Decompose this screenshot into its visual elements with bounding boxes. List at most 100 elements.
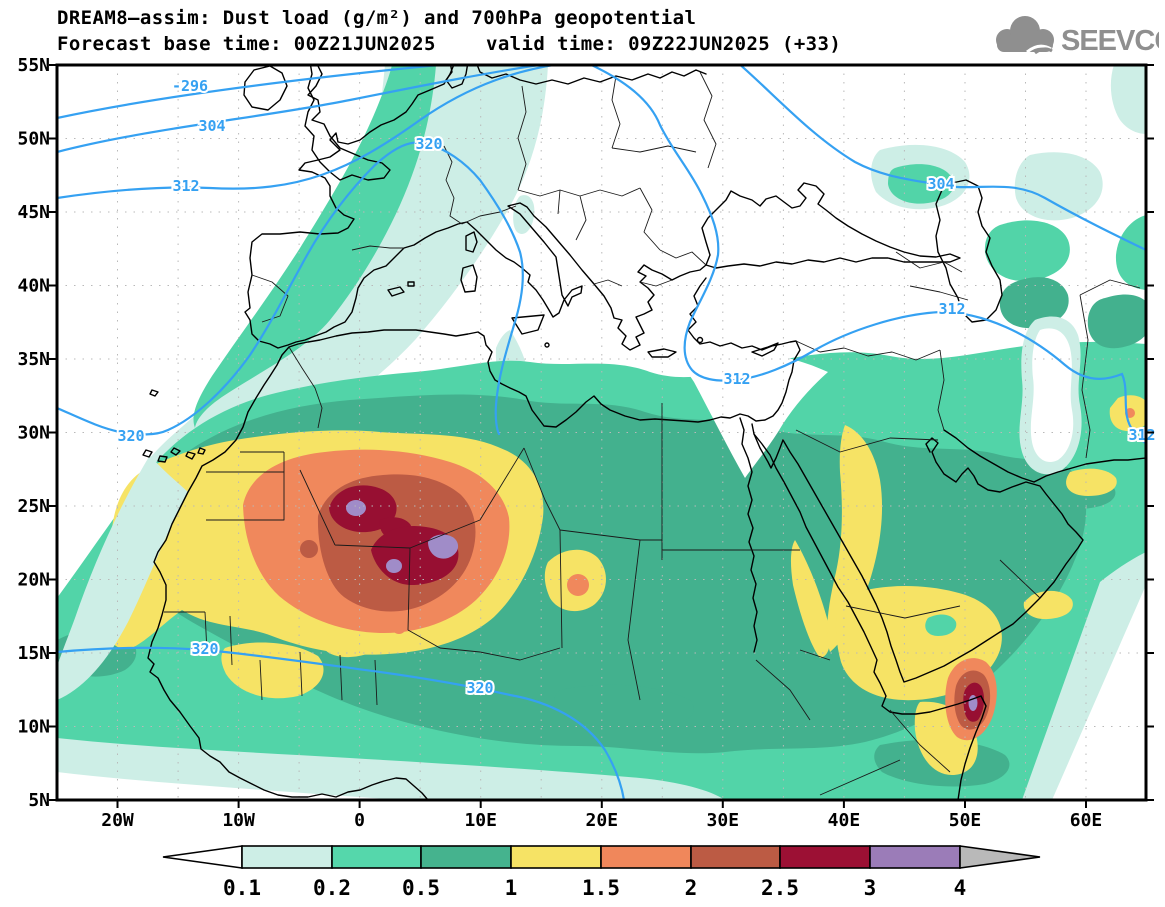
coast-ireland	[243, 65, 288, 111]
contour-label: 312	[723, 370, 750, 388]
contour-label: 304	[927, 175, 954, 193]
cloud-icon	[996, 16, 1054, 55]
coast-redsea-west-somalia	[753, 433, 987, 800]
lon-label-0: 0	[354, 810, 365, 831]
coast-europe-mediterranean-africa	[244, 65, 707, 351]
legend-value: 4	[954, 876, 967, 900]
legend-value: 2	[685, 876, 698, 900]
legend-cell-2	[690, 845, 781, 869]
legend-cell-25	[779, 845, 871, 869]
dust-region-sahel-patch-05	[554, 684, 694, 730]
legend-cell-15	[600, 845, 692, 869]
coast-caspian-sea	[935, 179, 1003, 323]
lon-label-20w: 20W	[101, 810, 134, 831]
dust-spot-purple-3	[386, 559, 402, 573]
dust-hole-yemen-02	[925, 614, 957, 636]
lat-label-25n: 25N	[17, 496, 50, 517]
coast-baltic	[445, 65, 707, 89]
contour-label: 312	[172, 177, 199, 195]
contour-label: 312	[1128, 426, 1155, 444]
lon-label-30e: 30E	[707, 810, 740, 831]
fringe-west-atlantic-01	[57, 455, 188, 700]
lat-label-10n: 10N	[17, 717, 50, 738]
legend-cell-05	[420, 845, 512, 869]
dust-dot-sudan-15	[567, 574, 589, 596]
dust-region-burkina-1	[321, 628, 377, 658]
dust-region-redsea-west-1	[790, 540, 830, 658]
axis-ticks	[49, 64, 1154, 808]
coast-turkey-levant-north-africa	[147, 277, 801, 800]
coast-sinai	[751, 423, 784, 469]
lat-label-50n: 50N	[17, 129, 50, 150]
legend-value: 1.5	[582, 876, 620, 900]
dust-region-iran-05b	[1087, 294, 1146, 349]
lon-label-20e: 20E	[586, 810, 619, 831]
contour-320-europe	[57, 141, 524, 436]
legend-left-arrow	[162, 845, 243, 869]
dust-region-azerbaijan-02	[984, 220, 1070, 282]
legend-value: 0.5	[402, 876, 440, 900]
fringe-south-01	[57, 738, 725, 800]
coast-arabia	[782, 437, 1084, 683]
latitude-axis: 55N 50N 45N 40N 35N 30N 25N 20N 15N 10N …	[17, 55, 50, 811]
dust-region-rightedge-02	[1115, 215, 1146, 290]
lat-label-35n: 35N	[17, 349, 50, 370]
contour-304-west	[57, 65, 547, 154]
contour-label: 320	[415, 135, 442, 153]
contour-320-south	[57, 646, 626, 800]
islands	[142, 231, 779, 463]
longitude-axis: 20W 10W 0 10E 20E 30E 40E 50E 60E	[101, 810, 1102, 831]
lat-label-45n: 45N	[17, 202, 50, 223]
dust-region-iran-05a	[999, 277, 1069, 329]
dust-region-mali-1	[221, 642, 324, 699]
contour-312-east	[588, 65, 1146, 445]
lon-label-50e: 50E	[949, 810, 982, 831]
coast-iran-gulf	[943, 429, 1146, 483]
country-borders	[164, 71, 1141, 796]
logo-text: SEEVCCC	[1061, 25, 1159, 57]
color-scale-legend: 0.1 0.2 0.5 1 1.5 2 2.5 3 4	[162, 845, 1041, 900]
contour-label: 320	[191, 640, 218, 658]
contour-labels: -296 304 312 320 320 304 312 312 320 320…	[115, 75, 1157, 699]
dust-region-europe-band-core-02	[193, 65, 436, 428]
legend-value: 2.5	[761, 876, 799, 900]
dust-region-eturkey-01	[1014, 152, 1103, 221]
contour-label: 320	[117, 427, 144, 445]
dust-dot-west-2	[300, 540, 318, 558]
dust-region-arabia-west-1	[827, 425, 883, 652]
contour-label: -296	[172, 77, 208, 95]
lon-label-10e: 10E	[464, 810, 497, 831]
dust-spot-purple-1	[346, 500, 366, 516]
seevccc-logo: SEEVCCC	[996, 16, 1159, 57]
legend-value: 1	[505, 876, 518, 900]
clear-region-south	[57, 772, 400, 800]
lon-label-60e: 60E	[1070, 810, 1103, 831]
lat-label-40n: 40N	[17, 276, 50, 297]
clear-region-secorner	[1055, 585, 1146, 800]
dust-region-necorner-01	[1110, 65, 1146, 135]
legend-right-arrow	[959, 845, 1041, 869]
fringe-southeast-01	[1022, 552, 1146, 800]
contour-label: 312	[938, 300, 965, 318]
lat-label-5n: 5N	[28, 790, 50, 811]
dust-region-gulf-1	[1066, 468, 1117, 496]
coast-black-sea	[701, 182, 961, 269]
legend-value: 3	[864, 876, 877, 900]
legend-value: 0.1	[223, 876, 261, 900]
contour-label: 320	[466, 679, 493, 697]
lon-label-40e: 40E	[828, 810, 861, 831]
contour-312-west	[57, 65, 561, 200]
dust-spot-purple-2	[428, 534, 459, 559]
dust-load-field	[57, 65, 1146, 800]
lat-label-55n: 55N	[17, 55, 50, 76]
lat-label-30n: 30N	[17, 423, 50, 444]
river-nile	[739, 417, 758, 653]
dust-dot-mali-15	[392, 620, 406, 634]
valid-time: valid time: 09Z22JUN2025 (+33)	[486, 33, 842, 55]
lat-label-20n: 20N	[17, 570, 50, 591]
dust-region-neyellow-1	[1023, 590, 1073, 620]
page-title: DREAM8—assim: Dust load (g/m²) and 700hP…	[57, 7, 697, 29]
clear-region-egypt	[678, 350, 828, 478]
legend-cell-3	[869, 845, 961, 869]
